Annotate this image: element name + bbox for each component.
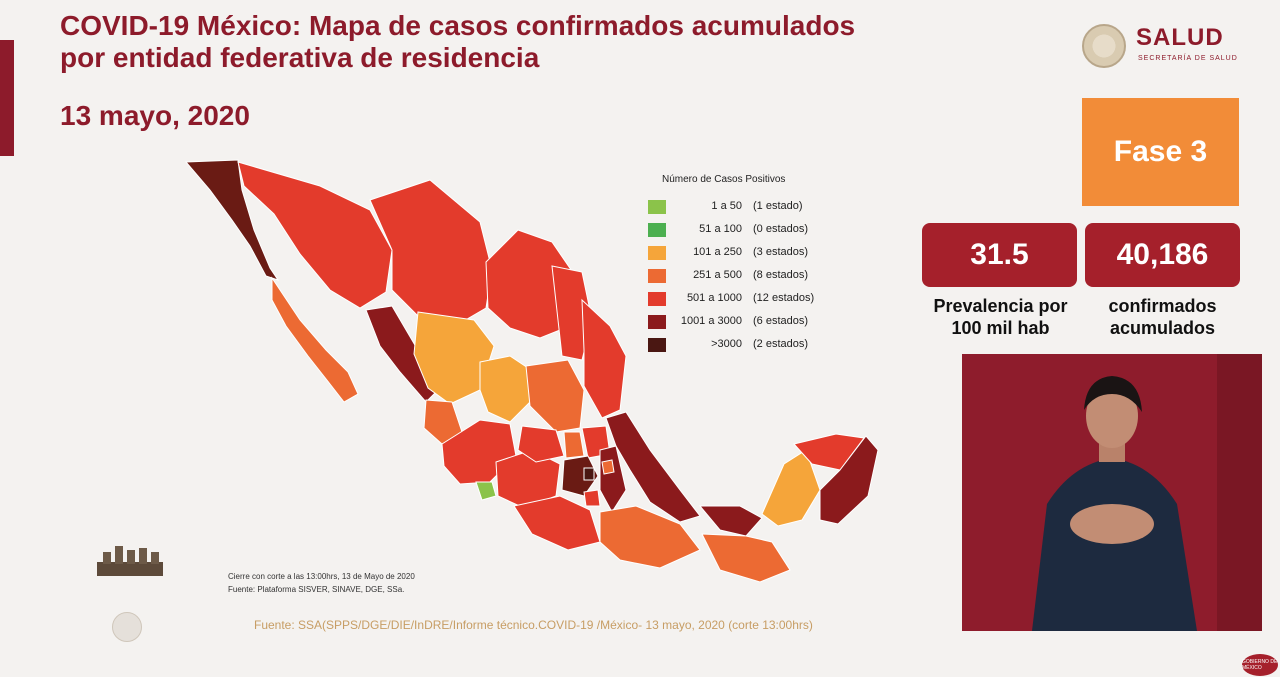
legend-swatch xyxy=(648,315,666,329)
legend-count: (0 estados) xyxy=(753,223,809,235)
title-line-1: COVID-19 México: Mapa de casos confirmad… xyxy=(60,10,856,41)
legend-swatch xyxy=(648,292,666,306)
sign-language-interpreter-video xyxy=(962,354,1262,631)
logo-title: SALUD xyxy=(1136,24,1224,51)
legend-range: 501 a 1000 xyxy=(686,292,742,304)
confirmed-label-line1: confirmados xyxy=(1108,296,1217,316)
confirmed-value: 40,186 xyxy=(1085,223,1240,287)
prevalence-label-line2: 100 mil hab xyxy=(951,318,1050,338)
legend-range: 1001 a 3000 xyxy=(680,315,742,327)
legend-range: 101 a 250 xyxy=(693,246,742,258)
logo-subtitle: SECRETARÍA DE SALUD xyxy=(1138,55,1238,62)
prevalence-label: Prevalencia por 100 mil hab xyxy=(918,295,1083,339)
legend-item: 1001 a 3000 (6 estados) xyxy=(648,313,848,331)
cutoff-note: Cierre con corte a las 13:00hrs, 13 de M… xyxy=(228,572,415,581)
confirmed-label-line2: acumulados xyxy=(1109,318,1216,338)
legend-count: (6 estados) xyxy=(753,315,809,327)
source-citation: Fuente: SSA(SPPS/DGE/DIE/InDRE/Informe t… xyxy=(254,618,813,632)
legend-item: 251 a 500 (8 estados) xyxy=(648,267,848,285)
legend-count: (2 estados) xyxy=(753,338,809,350)
legend-item: 1 a 50 (1 estado) xyxy=(648,198,848,216)
legend-item: 101 a 250 (3 estados) xyxy=(648,244,848,262)
title-line-2: por entidad federativa de residencia xyxy=(60,42,540,73)
salud-logo: SALUD SECRETARÍA DE SALUD xyxy=(1082,22,1252,72)
mexico-choropleth-map xyxy=(184,159,879,583)
legend-swatch xyxy=(648,223,666,237)
prevalence-value: 31.5 xyxy=(922,223,1077,287)
left-accent-bar xyxy=(0,40,14,156)
legend-count: (1 estado) xyxy=(753,200,803,212)
legend-swatch xyxy=(648,269,666,283)
prevalence-label-line1: Prevalencia por xyxy=(933,296,1068,316)
legend-item: 51 a 100 (0 estados) xyxy=(648,221,848,239)
legend-range: >3000 xyxy=(711,338,742,350)
legend-range: 1 a 50 xyxy=(711,200,742,212)
legend-range: 251 a 500 xyxy=(693,269,742,281)
legend-swatch xyxy=(648,246,666,260)
legend-item: >3000 (2 estados) xyxy=(648,336,848,354)
legend-swatch xyxy=(648,200,666,214)
legend-item: 501 a 1000 (12 estados) xyxy=(648,290,848,308)
gov-seal-icon xyxy=(112,612,142,642)
gobierno-badge: GOBIERNO DE MÉXICO xyxy=(1242,654,1278,676)
legend-count: (3 estados) xyxy=(753,246,809,258)
platform-note: Fuente: Plataforma SISVER, SINAVE, DGE, … xyxy=(228,585,405,594)
report-date: 13 mayo, 2020 xyxy=(60,100,250,131)
legend-title: Número de Casos Positivos xyxy=(662,174,786,185)
legend-swatch xyxy=(648,338,666,352)
page-title: COVID-19 México: Mapa de casos confirmad… xyxy=(60,10,1020,74)
legend-count: (8 estados) xyxy=(753,269,809,281)
mexico-seal-icon xyxy=(1082,24,1126,68)
phase-badge: Fase 3 xyxy=(1082,98,1239,206)
legend-range: 51 a 100 xyxy=(699,223,742,235)
confirmed-label: confirmados acumulados xyxy=(1085,295,1240,339)
heroes-illustration-icon xyxy=(97,546,163,576)
legend-count: (12 estados) xyxy=(753,292,815,304)
